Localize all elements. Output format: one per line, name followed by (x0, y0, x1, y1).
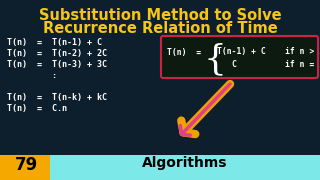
FancyBboxPatch shape (161, 36, 318, 78)
Text: T(n)  =  T(n-2) + 2C: T(n) = T(n-2) + 2C (7, 49, 107, 58)
Bar (50, 155, 320, 180)
Text: 79: 79 (14, 156, 38, 174)
Text: T(n-1) + C: T(n-1) + C (217, 47, 266, 56)
Text: {: { (203, 42, 226, 76)
Text: T(n)  =  T(n-1) + C: T(n) = T(n-1) + C (7, 38, 102, 47)
Text: Recurrence Relation of Time: Recurrence Relation of Time (43, 21, 277, 36)
Text: C: C (231, 60, 236, 69)
Text: T(n)  =  T(n-k) + kC: T(n) = T(n-k) + kC (7, 93, 107, 102)
Polygon shape (0, 155, 60, 180)
Text: T(n)  =  C.n: T(n) = C.n (7, 104, 67, 113)
Text: T(n)  =: T(n) = (167, 48, 201, 57)
Text: Algorithms: Algorithms (142, 156, 228, 170)
Text: :: : (7, 71, 57, 80)
Text: Substitution Method to Solve: Substitution Method to Solve (39, 8, 281, 23)
Text: T(n)  =  T(n-3) + 3C: T(n) = T(n-3) + 3C (7, 60, 107, 69)
Text: if n = 1: if n = 1 (285, 60, 320, 69)
Text: if n > 1: if n > 1 (285, 47, 320, 56)
